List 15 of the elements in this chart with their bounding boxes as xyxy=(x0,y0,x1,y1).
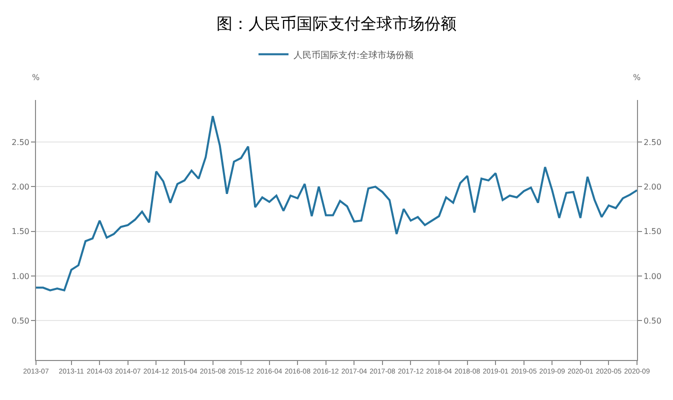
y2-tick-label: 2.50 xyxy=(644,138,662,147)
chart-title: 图：人民币国际支付全球市场份额 xyxy=(216,14,456,34)
y2-tick-label: 0.50 xyxy=(644,316,662,326)
y-tick-label: 2.50 xyxy=(12,138,30,147)
y-tick-label: 2.00 xyxy=(12,182,30,192)
y2-axis-title: % xyxy=(633,73,641,82)
y-tick-label: 1.50 xyxy=(12,227,30,236)
y-tick-label: 1.00 xyxy=(12,272,30,281)
y2-tick-label: 2.00 xyxy=(644,182,662,192)
y2-tick-label: 1.00 xyxy=(644,272,662,281)
line-series xyxy=(36,115,637,292)
legend-label: 人民币国际支付:全球市场份额 xyxy=(294,50,414,61)
y-axis-title: % xyxy=(32,73,40,82)
y-tick-label: 0.50 xyxy=(12,316,30,326)
y2-tick-label: 1.50 xyxy=(644,227,662,236)
